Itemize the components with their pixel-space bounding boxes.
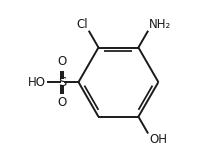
Text: Cl: Cl <box>76 18 88 31</box>
Text: HO: HO <box>27 76 45 89</box>
Text: NH₂: NH₂ <box>149 18 171 31</box>
Text: O: O <box>58 55 67 68</box>
Text: S: S <box>58 76 67 89</box>
Text: OH: OH <box>149 133 167 146</box>
Text: O: O <box>58 96 67 109</box>
